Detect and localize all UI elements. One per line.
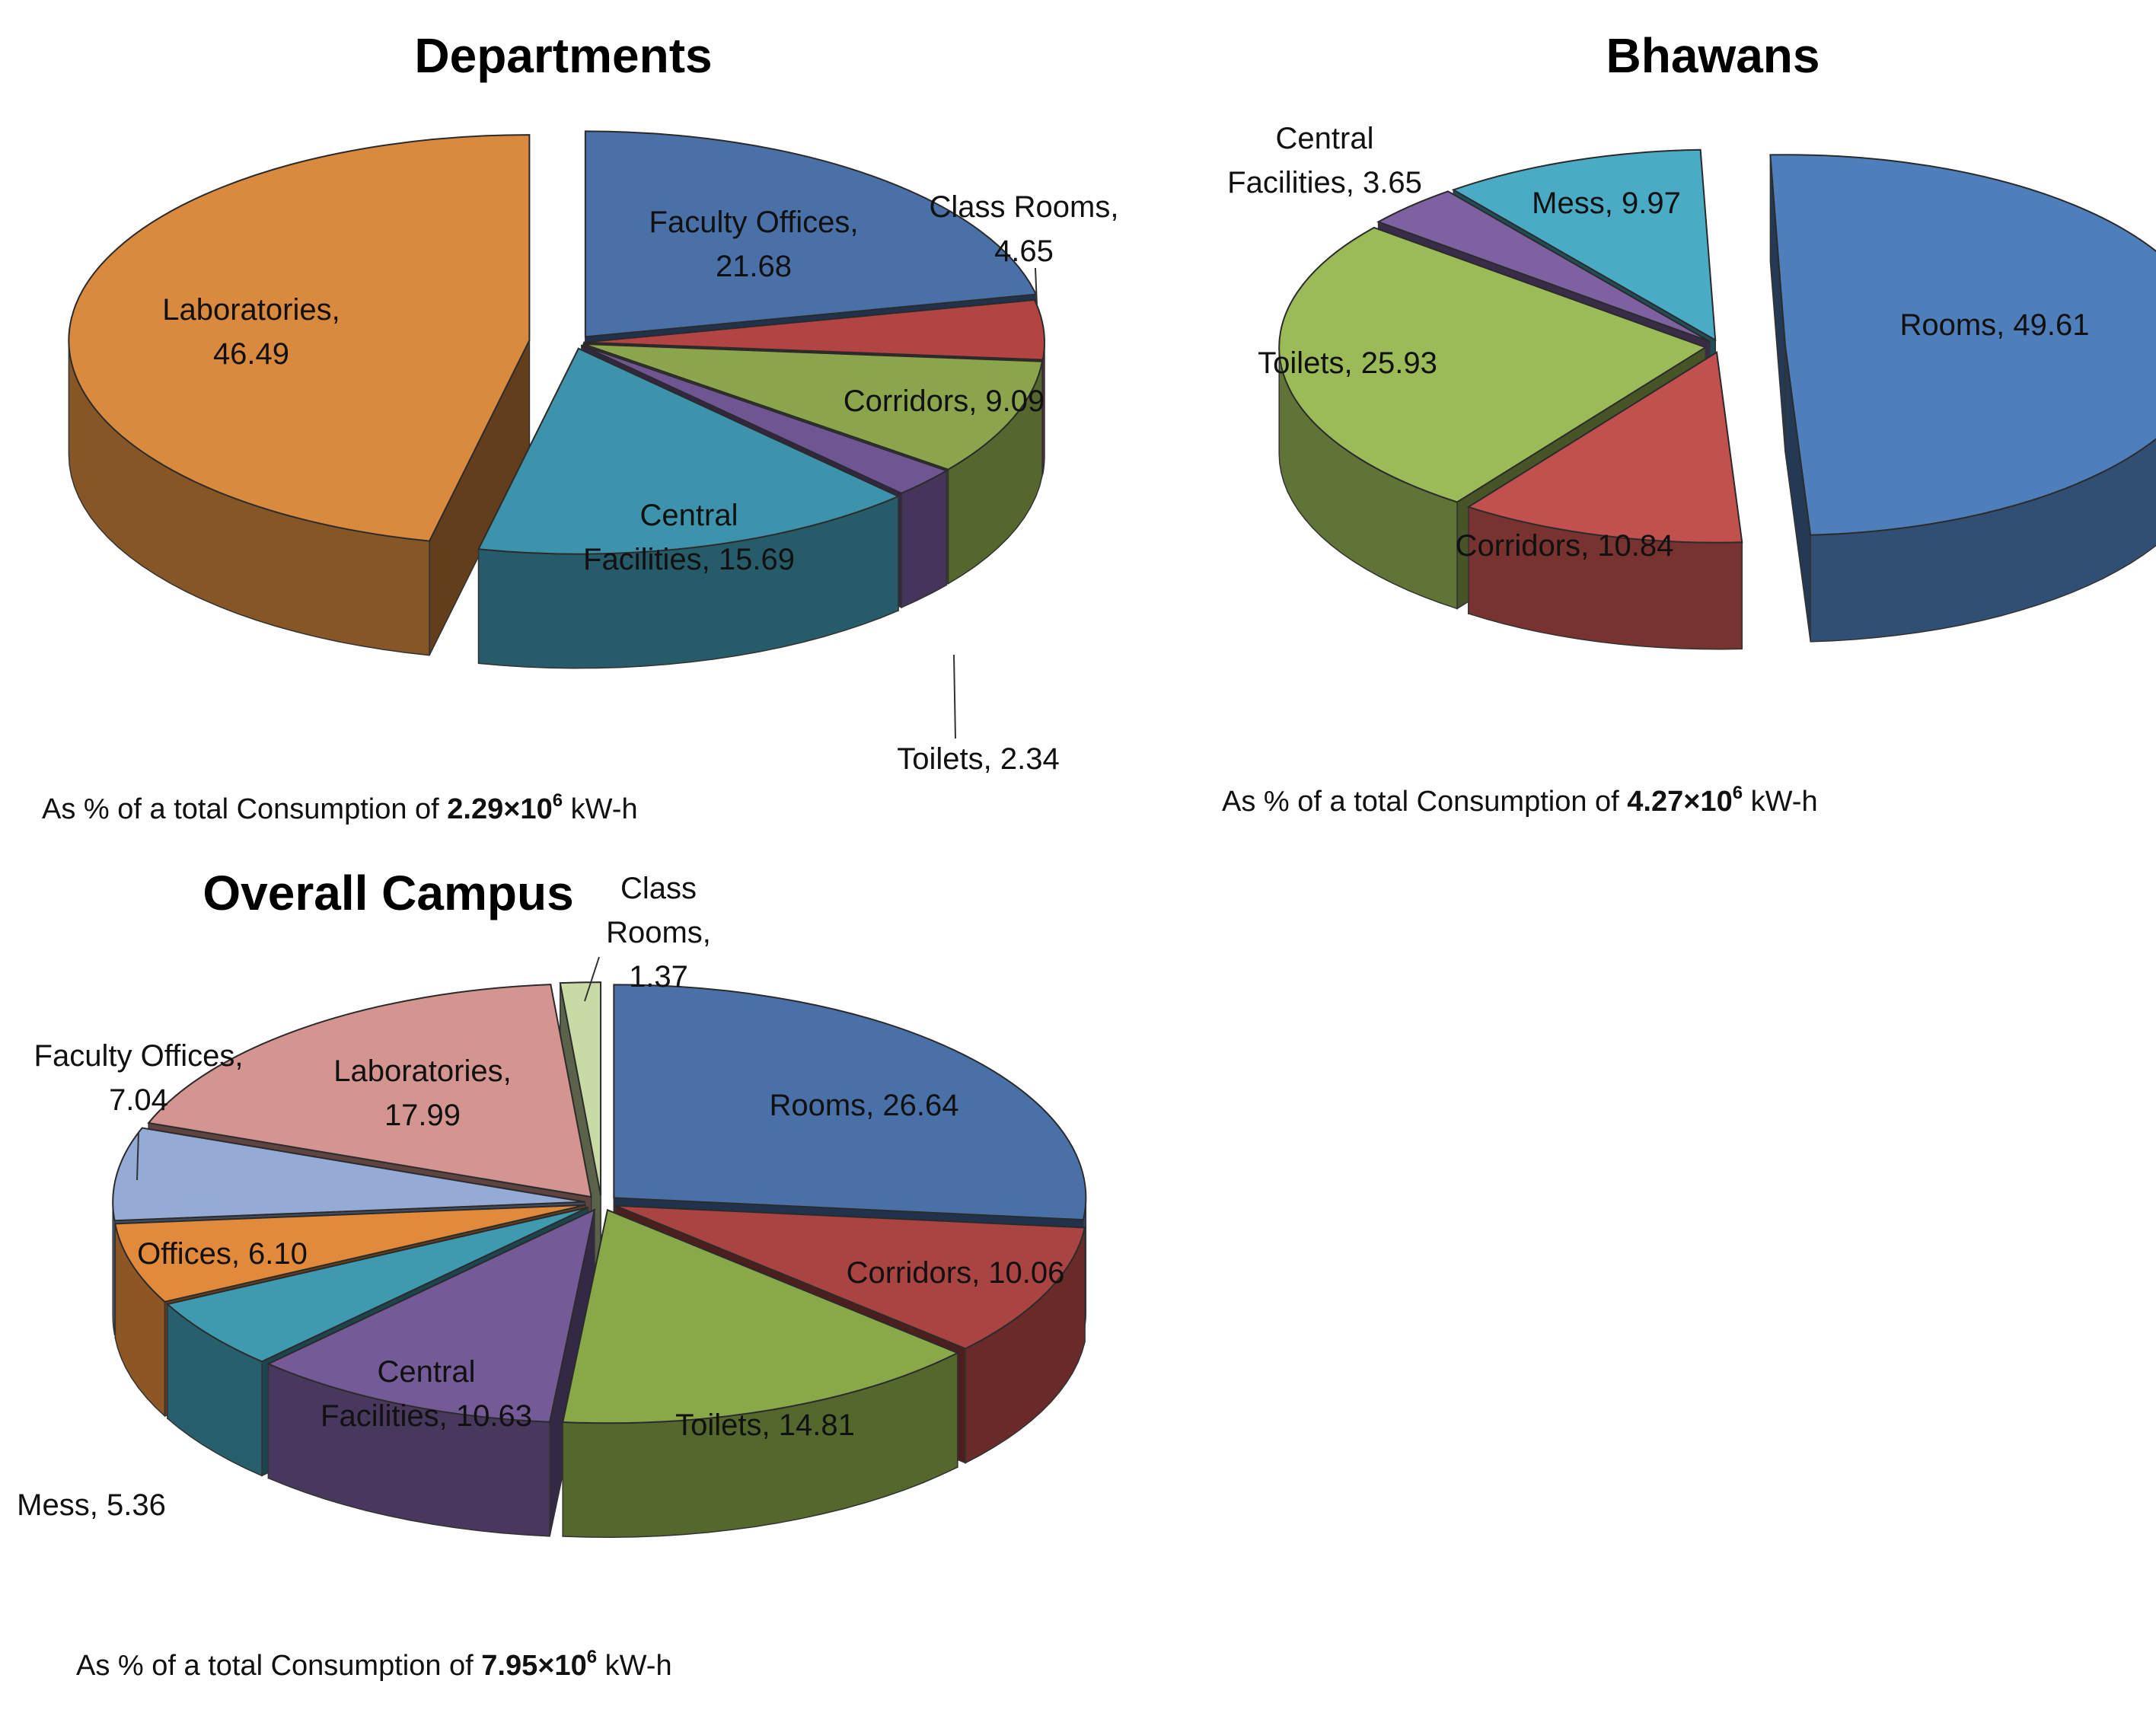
mess-data-label: Mess, 9.97	[1532, 187, 1681, 220]
faculty-offices-slice-side	[112, 1201, 116, 1335]
laboratories-data-label: Laboratories, 46.49	[162, 293, 340, 371]
class-rooms-slice	[583, 298, 1045, 361]
mess-data-label: Mess, 5.36	[17, 1488, 166, 1522]
total-consumption-caption: As % of a total Consumption of 4.27×106 …	[1222, 783, 1818, 818]
corridors-slice	[614, 1204, 1086, 1350]
class-rooms-data-label: Class Rooms, 1.37	[606, 872, 711, 994]
overall-campus-pie-chart: Overall Campus Rooms, 26.64 Corridors, 10.…	[17, 866, 1087, 1682]
toilets-slice	[581, 344, 949, 494]
central-facilities-data-label: Central Facilities, 15.69	[583, 499, 795, 576]
toilets-slice	[1278, 226, 1708, 503]
faculty-offices-slice	[584, 130, 1038, 338]
central-facilities-slice	[477, 347, 901, 555]
total-consumption-caption: As % of a total Consumption of 7.95×106 …	[76, 1647, 672, 1682]
faculty-offices-data-label: Faculty Offices, 21.68	[649, 206, 859, 283]
total-consumption-caption: As % of a total Consumption of 2.29×106 …	[42, 790, 638, 825]
toilets-slice-side	[901, 470, 948, 608]
rooms-data-label: Rooms, 49.61	[1899, 308, 2089, 342]
rooms-slice	[1769, 154, 2156, 536]
toilets-leader-line	[953, 654, 956, 739]
faculty-offices-leader-line	[136, 1131, 139, 1181]
mess-slice	[1451, 148, 1717, 342]
chart-title: Departments	[414, 28, 712, 83]
chart-title: Bhawans	[1606, 28, 1820, 83]
class-rooms-leader-line	[584, 956, 600, 1002]
toilets-data-label: Toilets, 25.93	[1258, 346, 1437, 380]
class-rooms-slice	[559, 981, 602, 1196]
mess-slice	[165, 1206, 588, 1363]
central-facilities-slice	[266, 1208, 596, 1423]
toilets-slice	[562, 1208, 960, 1424]
corridors-data-label: Corridors, 10.06	[847, 1256, 1065, 1290]
central-facilities-data-label: Central Facilities, 3.65	[1227, 122, 1422, 199]
toilets-data-label: Toilets, 2.34	[897, 742, 1059, 776]
laboratories-slice	[147, 984, 592, 1198]
faculty-offices-data-label: Faculty Offices, 7.04	[34, 1039, 244, 1117]
chart-title: Overall Campus	[203, 866, 573, 920]
laboratories-data-label: Laboratories, 17.99	[333, 1054, 511, 1132]
class-rooms-data-label: Class Rooms, 4.65	[930, 190, 1119, 268]
departments-pie-chart: Departments Faculty Offices, 21.68 Class Ro…	[42, 28, 1118, 825]
class-rooms-leader-line	[1035, 267, 1038, 305]
corridors-data-label: Corridors, 10.84	[1456, 529, 1674, 563]
laboratories-slice	[68, 134, 531, 542]
corridors-data-label: Corridors, 9.09	[844, 384, 1045, 418]
corridors-slice	[582, 343, 1044, 471]
central-facilities-data-label: Central Facilities, 10.63	[321, 1355, 532, 1433]
central-facilities-slice	[1376, 190, 1711, 343]
offices-data-label: Offices, 6.10	[137, 1237, 308, 1271]
faculty-offices-slice	[112, 1127, 585, 1222]
corridors-slice	[1466, 351, 1743, 544]
toilets-data-label: Toilets, 14.81	[675, 1408, 855, 1442]
rooms-data-label: Rooms, 26.64	[769, 1089, 958, 1122]
offices-slice	[114, 1204, 586, 1303]
bhawans-pie-chart: Bhawans Rooms, 49.61 Corridors, 10.84 Toile…	[1222, 28, 2156, 818]
rooms-slice	[613, 984, 1087, 1221]
